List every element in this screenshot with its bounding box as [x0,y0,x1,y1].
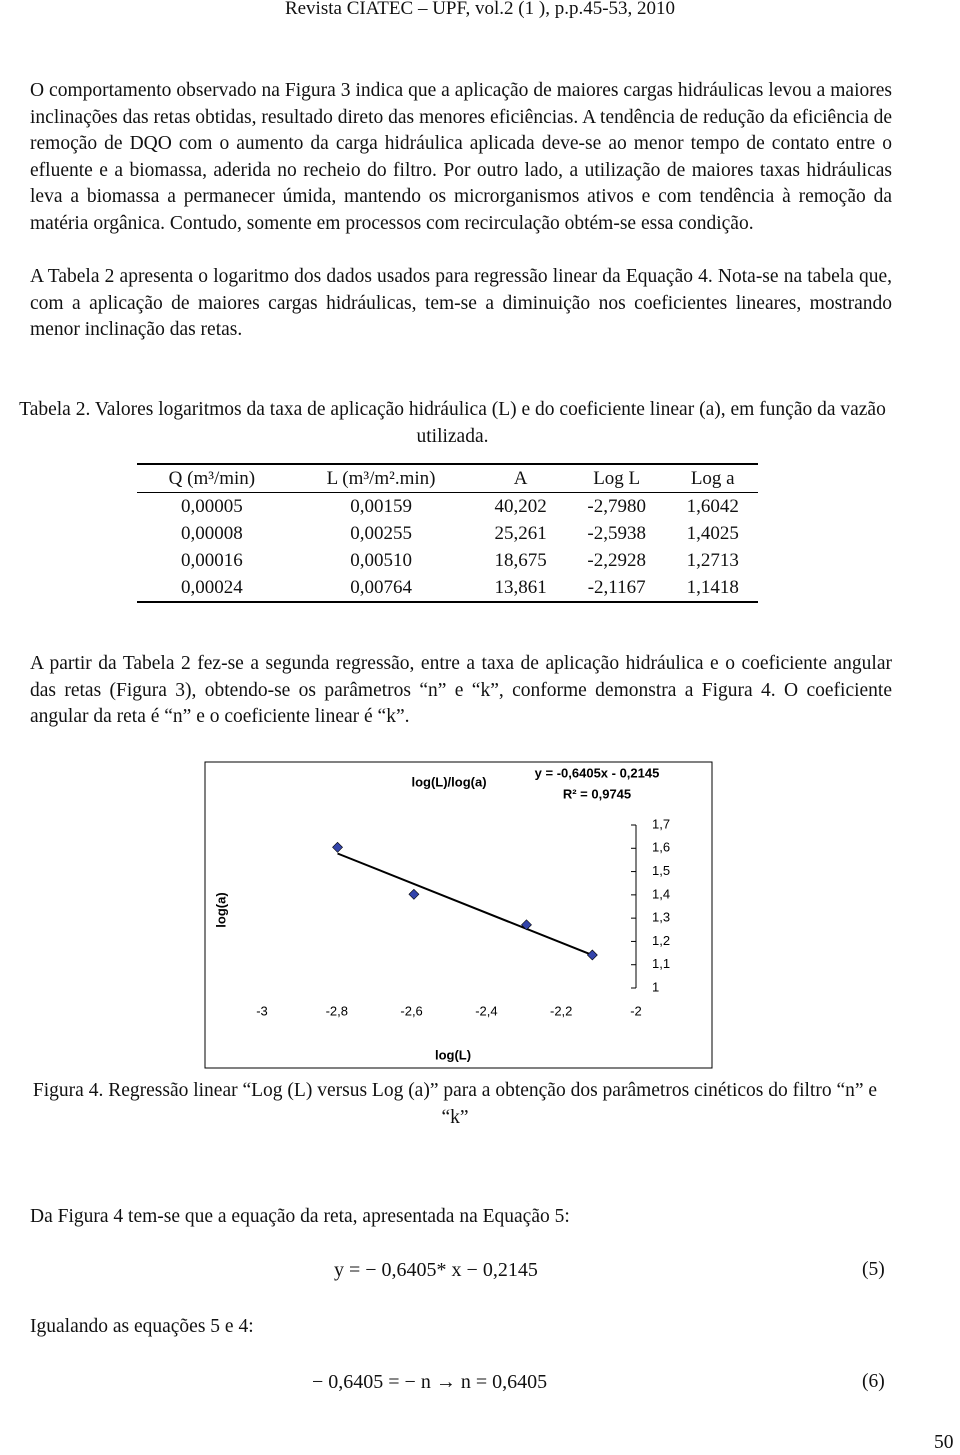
y-tick-label: 1,4 [652,886,670,901]
data-point [586,949,598,961]
paragraph: Igualando as equações 5 e 4: [30,1316,254,1337]
equation: − 0,6405 = − n → n = 0,6405 [312,1371,548,1393]
data-point [332,841,343,853]
table-cell: -2,7980 [587,495,646,517]
equation-number: (5) [862,1259,885,1280]
x-tick-label: -2,2 [550,1003,572,1018]
table-cell: 0,00510 [350,549,412,571]
paragraph: Da Figura 4 tem-se que a equação da reta… [30,1206,570,1227]
figure-caption: Figura 4. Regressão linear “Log (L) vers… [32,1080,878,1128]
header-cell: Log a [690,467,735,489]
y-tick-label: 1,5 [652,863,670,878]
table-cell: -2,5938 [587,522,646,544]
y-axis-label: log(a) [213,892,228,927]
x-tick-label: -3 [256,1003,268,1018]
header-cell: A [513,467,528,489]
table-cell: 1,2713 [686,549,739,571]
x-axis-label: log(L) [435,1047,471,1062]
table: Q (m³/min) L (m³/m².min) A Log L Log a 0,000… [137,463,758,603]
page-number: 50 [934,1432,954,1453]
table-cell: 0,00024 [181,576,243,598]
y-tick-label: 1 [652,979,659,994]
table-cell: 0,00255 [350,522,412,544]
table-cell: 1,1418 [686,576,739,598]
table-cell: 0,00764 [350,576,412,598]
table-row: 0,00016 0,00510 18,675 -2,2928 1,2713 [137,547,758,574]
caption-text: Tabela 2. Valores logaritmos da taxa de … [19,399,886,447]
table-header: Q (m³/min) L (m³/m².min) A Log L Log a [137,464,758,493]
y-tick-label: 1,7 [652,816,670,831]
header: Revista CIATEC – UPF, vol.2 (1 ), p.p.45… [284,0,676,19]
table-cell: 0,00008 [181,522,243,544]
data-point [408,888,420,900]
trendline [337,852,593,957]
x-tick-label: -2,6 [400,1003,422,1018]
table-cell: 0,00159 [350,495,412,517]
table-cell: 0,00016 [181,549,243,571]
table-row: 0,00008 0,00255 25,261 -2,5938 1,4025 [137,520,758,547]
chart-title: log(L)/log(a) [411,774,486,789]
x-tick-label: -2,4 [475,1003,497,1018]
y-tick-label: 1,1 [652,956,670,971]
table-body: 0,00005 0,00159 40,202 -2,7980 1,6042 0,00008… [137,493,758,603]
table-cell: -2,2928 [587,549,646,571]
data-point [521,919,532,931]
paragraph: O comportamento observado na Figura 3 in… [30,80,892,234]
x-tick-label: -2,8 [326,1003,348,1018]
header-cell: Log L [593,467,641,489]
paragraph: A Tabela 2 apresenta o logaritmo dos dad… [30,266,892,341]
equation: y = − 0,6405* x − 0,2145 [334,1259,538,1281]
y-tick-label: 1,6 [652,840,670,855]
table-caption: Tabela 2. Valores logaritmos da taxa de … [0,396,905,450]
trend-r2: R² = 0,9745 [563,786,631,801]
chart-frame [204,761,713,1069]
trend-equation: y = -0,6405x - 0,2145 [535,765,660,780]
chart: log(L)/log(a) y = -0,6405x - 0,2145 R² =… [204,761,713,1069]
table-cell: 13,861 [494,576,547,598]
header-cell: L (m³/m².min) [326,467,436,489]
table-cell: 25,261 [494,522,547,544]
header-cell: Q (m³/min) [168,467,256,489]
y-tick-label: 1,2 [652,933,670,948]
table-cell: 1,6042 [686,495,739,517]
paragraph: A partir da Tabela 2 fez-se a segunda re… [30,653,892,728]
y-tick-label: 1,3 [652,910,670,925]
table-cell: 18,675 [494,549,547,571]
x-tick-label: -2 [630,1003,642,1018]
equation-number: (6) [862,1371,885,1392]
table-cell: 40,202 [494,495,547,517]
table-row: 0,00024 0,00764 13,861 -2,1167 1,1418 [137,574,758,602]
table-cell: -2,1167 [587,576,646,598]
table-cell: 1,4025 [686,522,739,544]
table-row: 0,00005 0,00159 40,202 -2,7980 1,6042 [137,493,758,521]
table-cell: 0,00005 [181,495,243,517]
